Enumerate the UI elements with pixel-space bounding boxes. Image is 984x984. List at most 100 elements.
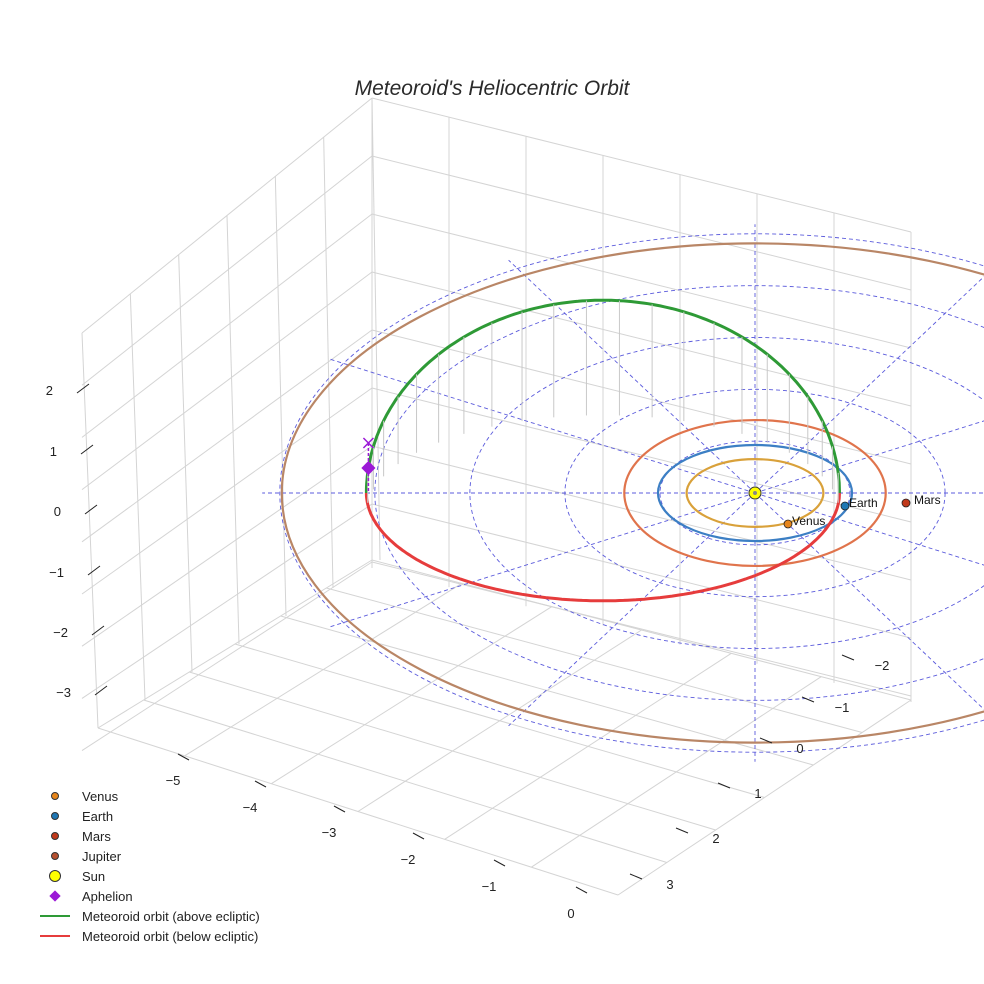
grid-line (371, 155, 912, 291)
legend-label: Meteoroid orbit (below ecliptic) (82, 928, 259, 944)
x-tick-mark (575, 886, 588, 894)
z-tick-mark (84, 504, 98, 515)
legend-item[interactable]: Venus (34, 786, 118, 806)
z-tick-mark (87, 565, 101, 576)
y-tick-mark (675, 827, 689, 834)
grid-line (143, 699, 667, 863)
grid-line (280, 615, 814, 766)
y-tick-mark (759, 737, 773, 744)
z-tick-label: −1 (49, 565, 64, 580)
legend-item[interactable]: Jupiter (34, 846, 121, 866)
grid-line (81, 332, 99, 729)
grid-line (81, 97, 373, 334)
y-tick-label: 2 (712, 831, 719, 846)
x-tick-mark (412, 832, 425, 840)
grid-line (371, 445, 912, 581)
grid-line (371, 559, 912, 701)
legend-symbol (34, 846, 76, 866)
z-tick-mark (94, 685, 108, 696)
legend-symbol (34, 906, 76, 926)
grid-line (371, 271, 912, 407)
ecliptic-ring (279, 233, 984, 753)
grid-line (226, 215, 240, 645)
x-tick-label: 0 (567, 906, 574, 921)
z-tick-label: 1 (50, 444, 57, 459)
grid-line (97, 727, 619, 896)
ecliptic-spoke (508, 492, 756, 727)
mars-label: Mars (914, 493, 941, 507)
y-tick-mark (629, 873, 643, 880)
legend-marker (51, 792, 59, 800)
legend-label: Meteoroid orbit (above ecliptic) (82, 908, 260, 924)
legend-marker (51, 852, 59, 860)
earth-label: Earth (849, 496, 878, 510)
orbits (280, 242, 984, 744)
grid-line (371, 97, 912, 233)
orbit-mars (623, 418, 887, 568)
legend-symbol (34, 786, 76, 806)
legend-marker (51, 832, 59, 840)
meteoroid-orbit-below (364, 492, 841, 603)
chart-title: Meteoroid's Heliocentric Orbit (355, 77, 631, 100)
y-tick-label: −2 (875, 658, 890, 673)
grid-panels (81, 97, 912, 896)
legend-symbol (34, 826, 76, 846)
y-tick-label: 3 (666, 877, 673, 892)
grid-line (326, 587, 863, 733)
grid-line (371, 503, 912, 639)
legend-item[interactable]: Meteoroid orbit (above ecliptic) (34, 906, 260, 926)
grid-line (129, 293, 146, 701)
grid-line (371, 97, 381, 561)
x-tick-label: −4 (243, 800, 258, 815)
axis-ticks: 2 1 0 −1 −2 −3 −5 −4 −3 −2 −1 0 −2 −1 0 1 2 3 (46, 383, 890, 921)
x-tick-mark (493, 859, 506, 867)
y-tick-label: 1 (754, 786, 761, 801)
legend-marker (49, 870, 61, 882)
legend-label: Jupiter (82, 848, 122, 864)
legend-symbol (34, 926, 76, 946)
earth-marker (840, 501, 850, 511)
legend-label: Venus (82, 788, 119, 804)
legend-symbol (34, 886, 76, 906)
orbit-earth (656, 443, 854, 543)
x-tick-mark (254, 780, 267, 788)
legend-label: Aphelion (82, 888, 133, 904)
legend-item[interactable]: Meteoroid orbit (below ecliptic) (34, 926, 258, 946)
legend-marker (51, 812, 59, 820)
ecliptic-spoke (754, 276, 984, 494)
legend-symbol (34, 866, 76, 886)
grid-line (234, 643, 765, 798)
y-tick-mark (841, 654, 855, 661)
x-tick-label: −5 (166, 773, 181, 788)
y-tick-label: 0 (796, 741, 803, 756)
z-tick-label: −2 (53, 625, 68, 640)
orbit-jupiter (280, 242, 984, 744)
grid-line (178, 254, 193, 673)
legend-item[interactable]: Aphelion (34, 886, 133, 906)
x-tick-mark (177, 753, 190, 761)
legend-label: Mars (82, 828, 111, 844)
grid-line (81, 561, 373, 752)
y-tick-label: −1 (835, 700, 850, 715)
legend-item[interactable]: Mars (34, 826, 111, 846)
sun-core (753, 491, 757, 495)
ecliptic-spoke (754, 492, 984, 710)
grid-line (189, 671, 716, 831)
ecliptic-spoke (508, 259, 756, 494)
venus-marker (783, 519, 793, 529)
ecliptic-spoke (328, 358, 756, 494)
legend-item[interactable]: Sun (34, 866, 105, 886)
z-tick-label: 2 (46, 383, 53, 398)
aphelion-cross (362, 437, 374, 449)
grid-line (81, 329, 373, 543)
legend-item[interactable]: Earth (34, 806, 113, 826)
legend: Venus Earth Mars Jupiter Sun Aphelion Meteoroi… (34, 786, 334, 946)
ecliptic-ring (374, 285, 984, 701)
grid-line (81, 213, 373, 438)
grid-line (323, 137, 334, 589)
legend-marker (49, 890, 61, 902)
legend-symbol (34, 806, 76, 826)
grid-line (371, 329, 912, 465)
orbit-venus (685, 458, 825, 528)
grid-line (371, 387, 912, 523)
